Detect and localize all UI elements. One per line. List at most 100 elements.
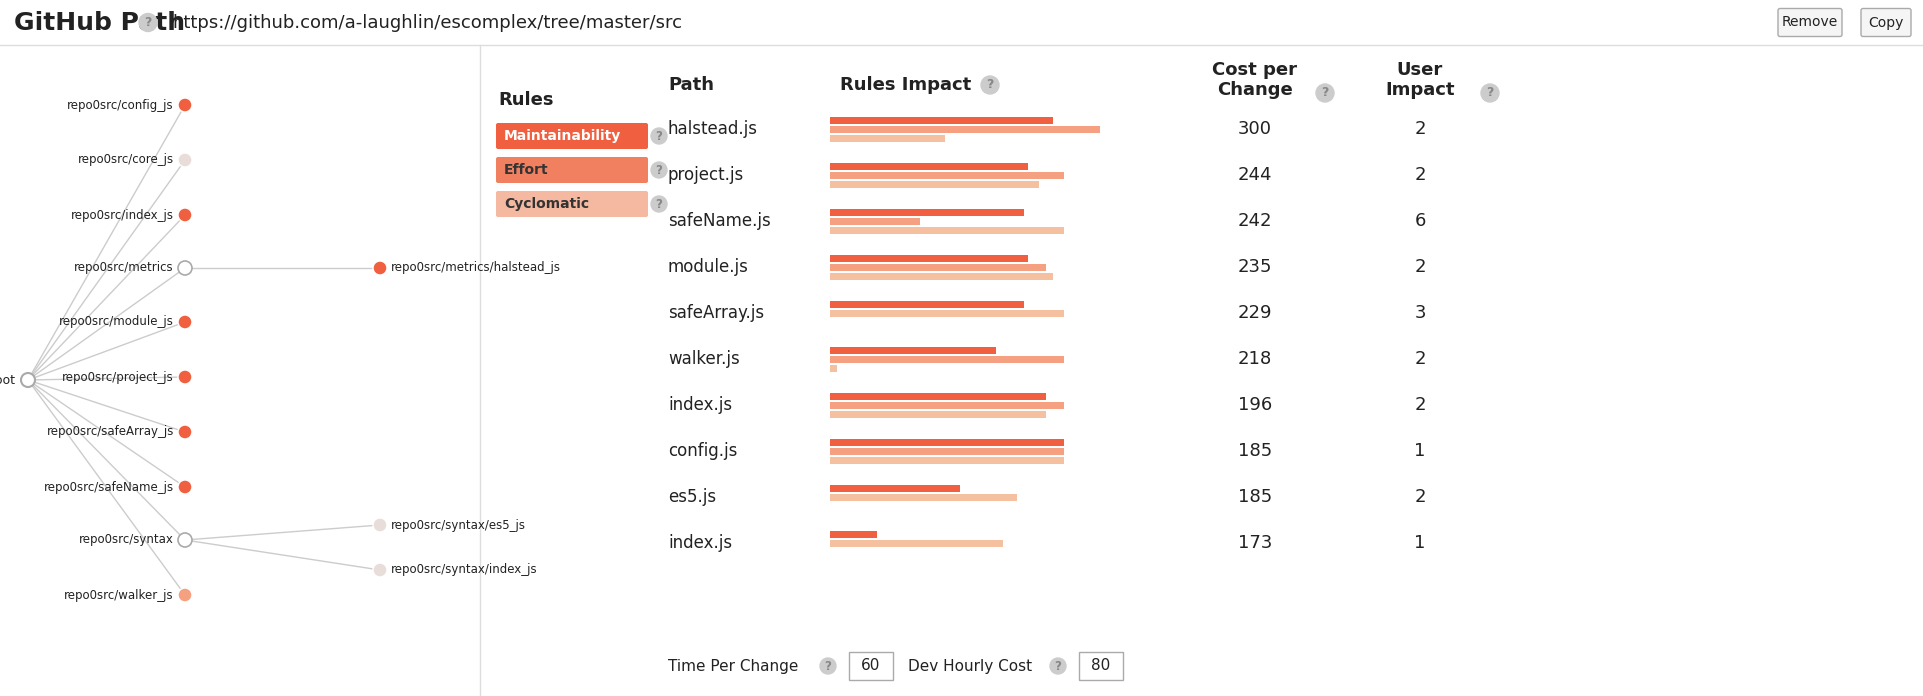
Bar	[829, 264, 1046, 271]
Text: 300: 300	[1236, 120, 1271, 138]
Text: 235: 235	[1236, 258, 1271, 276]
Text: Effort: Effort	[504, 163, 548, 177]
Text: 242: 242	[1236, 212, 1271, 230]
Bar	[829, 457, 1063, 464]
Bar	[829, 530, 877, 537]
Text: 185: 185	[1236, 488, 1271, 506]
Bar	[829, 448, 1063, 454]
Text: safeName.js: safeName.js	[667, 212, 771, 230]
Text: repo0src/module_js: repo0src/module_js	[60, 315, 173, 329]
Text: Rules: Rules	[498, 91, 554, 109]
Text: ?: ?	[656, 198, 662, 210]
Text: repo0src/syntax/es5_js: repo0src/syntax/es5_js	[390, 519, 525, 532]
Circle shape	[1050, 658, 1065, 674]
Text: index.js: index.js	[667, 534, 733, 552]
Bar	[829, 134, 944, 141]
FancyBboxPatch shape	[496, 191, 648, 217]
Text: ?: ?	[1321, 86, 1329, 100]
Text: 2: 2	[1413, 350, 1425, 368]
Text: 173: 173	[1236, 534, 1271, 552]
Circle shape	[179, 588, 192, 602]
Text: 229: 229	[1236, 304, 1271, 322]
Bar	[829, 493, 1017, 500]
Circle shape	[179, 153, 192, 167]
Text: repo0src/syntax/index_js: repo0src/syntax/index_js	[390, 564, 537, 576]
Text: repo0src/safeArray_js: repo0src/safeArray_js	[46, 425, 173, 438]
Bar	[829, 310, 1063, 317]
Circle shape	[1315, 84, 1333, 102]
Text: halstead.js: halstead.js	[667, 120, 758, 138]
Circle shape	[21, 373, 35, 387]
Bar	[829, 209, 1023, 216]
Text: repo0src/safeName_js: repo0src/safeName_js	[44, 480, 173, 493]
Bar	[829, 226, 1063, 233]
Text: 1: 1	[1413, 534, 1425, 552]
Text: 2: 2	[1413, 396, 1425, 414]
FancyBboxPatch shape	[848, 652, 892, 680]
Text: repo0src/metrics: repo0src/metrics	[75, 262, 173, 274]
Bar	[829, 273, 1052, 280]
Text: GitHub Path: GitHub Path	[13, 10, 185, 35]
Bar	[829, 180, 1038, 187]
Bar	[829, 484, 960, 491]
Text: repo0src/syntax: repo0src/syntax	[79, 534, 173, 546]
Text: ?: ?	[825, 660, 831, 672]
Circle shape	[179, 208, 192, 222]
Text: ?: ?	[1486, 86, 1492, 100]
Text: 60: 60	[862, 658, 881, 674]
Text: ?: ?	[656, 164, 662, 177]
Circle shape	[179, 370, 192, 384]
Text: Copy: Copy	[1867, 15, 1902, 29]
Text: config.js: config.js	[667, 442, 737, 460]
Text: Dev Hourly Cost: Dev Hourly Cost	[908, 658, 1031, 674]
Circle shape	[981, 76, 998, 94]
Text: ?: ?	[986, 79, 992, 91]
Text: 1: 1	[1413, 442, 1425, 460]
Bar	[829, 365, 837, 372]
Circle shape	[179, 480, 192, 494]
Text: Path: Path	[667, 76, 713, 94]
Text: index.js: index.js	[667, 396, 733, 414]
Bar	[829, 402, 1063, 409]
Text: project.js: project.js	[667, 166, 744, 184]
Text: https://github.com/a-laughlin/escomplex/tree/master/src: https://github.com/a-laughlin/escomplex/…	[171, 13, 681, 31]
Bar	[829, 217, 919, 225]
Circle shape	[179, 425, 192, 439]
Text: ?: ?	[656, 129, 662, 143]
Text: 196: 196	[1236, 396, 1271, 414]
Text: 185: 185	[1236, 442, 1271, 460]
Circle shape	[650, 196, 667, 212]
Bar	[829, 171, 1063, 178]
Text: repo0src/walker_js: repo0src/walker_js	[63, 589, 173, 601]
Bar	[829, 393, 1046, 400]
Bar	[829, 347, 994, 354]
FancyBboxPatch shape	[1860, 8, 1910, 36]
Bar	[829, 356, 1063, 363]
Circle shape	[373, 518, 387, 532]
Text: Rules Impact: Rules Impact	[840, 76, 971, 94]
Circle shape	[138, 13, 158, 31]
Text: 2: 2	[1413, 166, 1425, 184]
Text: Remove: Remove	[1781, 15, 1836, 29]
Text: safeArray.js: safeArray.js	[667, 304, 763, 322]
Text: repo0src/metrics/halstead_js: repo0src/metrics/halstead_js	[390, 262, 562, 274]
Text: 244: 244	[1236, 166, 1271, 184]
Circle shape	[179, 533, 192, 547]
Text: repo0src/index_js: repo0src/index_js	[71, 209, 173, 221]
Circle shape	[179, 98, 192, 112]
Bar	[829, 162, 1027, 170]
FancyBboxPatch shape	[1079, 652, 1123, 680]
Text: User
Impact: User Impact	[1385, 61, 1454, 100]
Text: walker.js: walker.js	[667, 350, 738, 368]
Text: 6: 6	[1413, 212, 1425, 230]
Circle shape	[650, 128, 667, 144]
Text: 2: 2	[1413, 120, 1425, 138]
Text: Cost per
Change: Cost per Change	[1211, 61, 1296, 100]
Text: 80: 80	[1090, 658, 1110, 674]
Text: ?: ?	[1054, 660, 1061, 672]
FancyBboxPatch shape	[496, 123, 648, 149]
Text: module.js: module.js	[667, 258, 748, 276]
Text: 2: 2	[1413, 488, 1425, 506]
Text: repo0src/project_js: repo0src/project_js	[62, 370, 173, 383]
Text: Maintainability: Maintainability	[504, 129, 621, 143]
